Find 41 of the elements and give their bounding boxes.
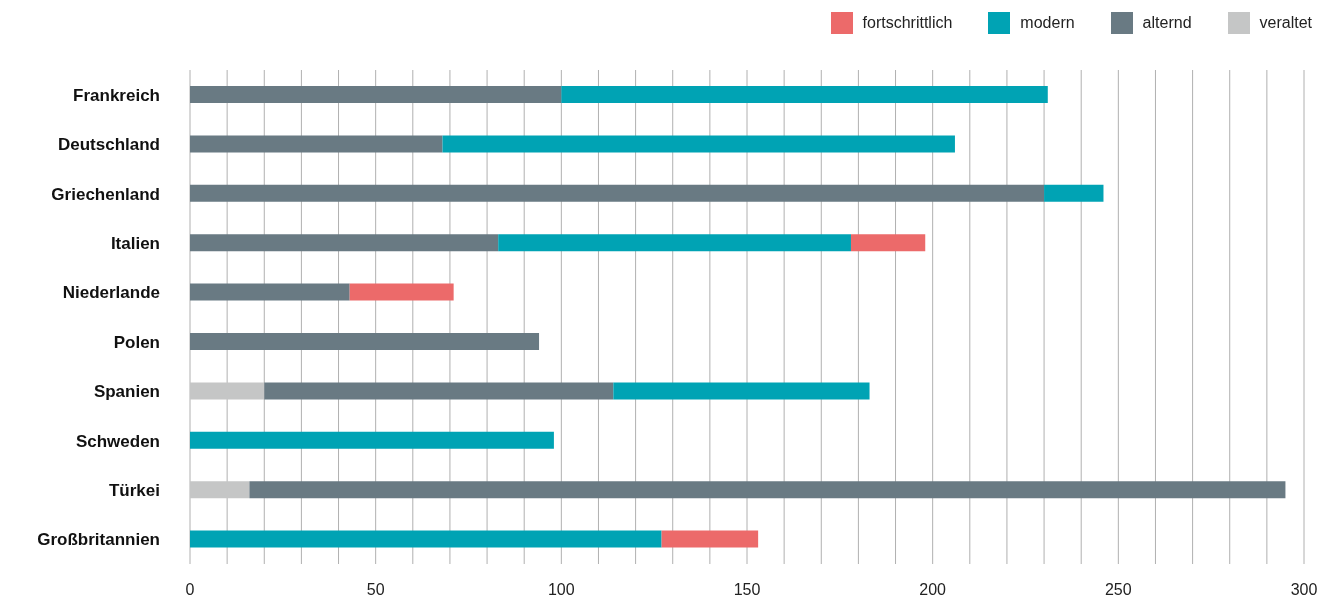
bar	[190, 530, 662, 548]
x-tick-label: 250	[1104, 581, 1132, 599]
bar	[190, 234, 499, 252]
y-tick-label: Türkei	[108, 480, 160, 500]
legend-label: fortschrittlich	[862, 14, 953, 32]
y-tick-label: Italien	[110, 233, 160, 253]
bar	[190, 135, 443, 153]
x-tick-label: 300	[1290, 581, 1318, 599]
x-tick-label: 200	[919, 581, 947, 599]
y-tick-label: Spanien	[93, 382, 160, 402]
x-tick-label: 0	[185, 581, 195, 599]
bar	[190, 333, 540, 350]
y-tick-label: Frankreich	[73, 85, 160, 105]
y-tick-label: Großbritannien	[37, 530, 160, 550]
y-tick-label: Niederlande	[62, 283, 160, 303]
y-tick-label: Deutschland	[57, 135, 160, 155]
bar	[264, 382, 614, 400]
bar	[661, 530, 759, 548]
bar	[561, 86, 1048, 103]
y-tick-label: Polen	[113, 332, 160, 352]
x-tick-label: 150	[733, 581, 761, 599]
bar	[442, 135, 955, 153]
bar	[190, 283, 350, 301]
bar	[613, 382, 870, 400]
x-tick-label: 50	[366, 581, 385, 599]
bar	[190, 382, 265, 400]
bar	[850, 234, 926, 252]
legend-label: modern	[1020, 14, 1075, 32]
bar	[190, 431, 554, 449]
legend-label: alternd	[1142, 14, 1192, 32]
bar	[498, 234, 851, 252]
y-tick-label: Griechenland	[51, 184, 160, 204]
y-tick-label: Schweden	[75, 431, 160, 451]
bar	[190, 481, 250, 499]
bar	[1044, 184, 1104, 202]
bar	[190, 184, 1045, 202]
bar	[349, 283, 454, 301]
x-tick-label: 100	[547, 581, 575, 599]
bar	[190, 86, 562, 103]
bar	[249, 481, 1286, 499]
legend-label: veraltet	[1259, 14, 1312, 32]
